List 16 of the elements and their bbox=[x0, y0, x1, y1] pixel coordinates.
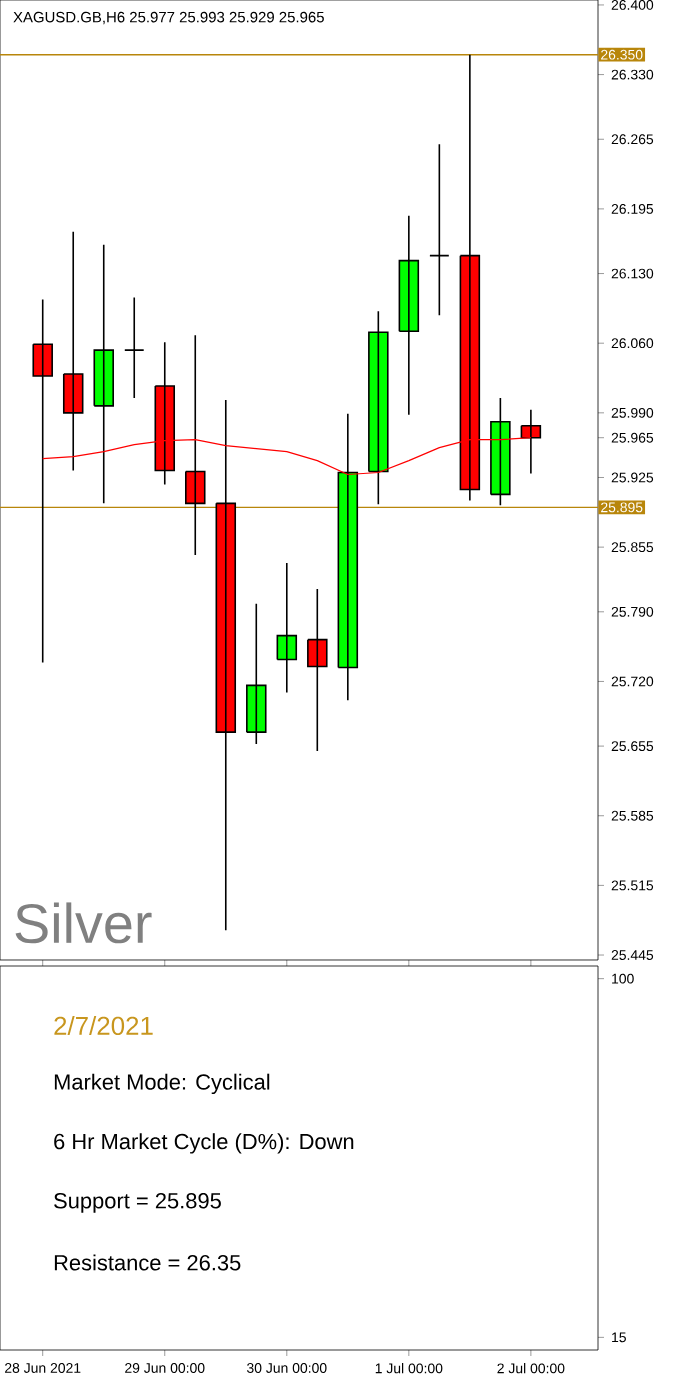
candlestick bbox=[429, 143, 450, 317]
candlestick bbox=[368, 310, 389, 506]
annotation: Resistance = 26.35 bbox=[54, 1254, 241, 1271]
candlestick bbox=[490, 397, 511, 507]
candlestick bbox=[93, 243, 114, 505]
candlestick bbox=[337, 413, 359, 702]
candlestick bbox=[307, 588, 328, 752]
text: 2/7/2021 bbox=[54, 1016, 153, 1036]
annotation: Market Mode: Cyclical bbox=[54, 1073, 270, 1095]
annotation: Silver bbox=[15, 902, 152, 944]
candlestick bbox=[398, 215, 420, 416]
annotation: Support = 25.895 bbox=[54, 1193, 221, 1213]
candlestick bbox=[276, 562, 298, 694]
annotation: 6 Hr Market Cycle (D%): Down bbox=[54, 1133, 354, 1154]
candlestick bbox=[123, 296, 145, 399]
candlestick bbox=[246, 603, 267, 745]
